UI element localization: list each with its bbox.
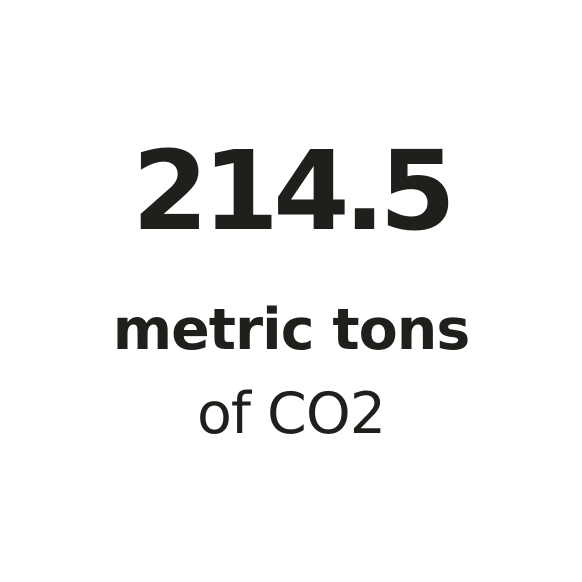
stat-value: 214.5 [132,127,456,255]
stat-unit-line1: metric tons [112,297,471,363]
stat-unit-line2: of CO2 [197,381,386,447]
